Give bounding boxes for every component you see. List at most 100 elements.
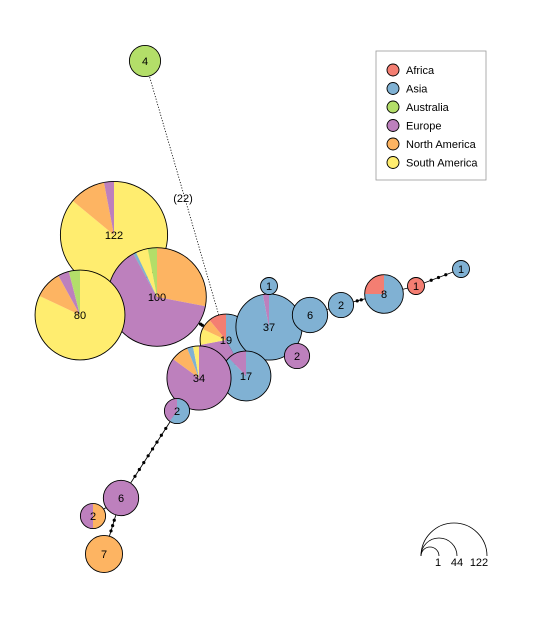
edge-steps-label: (22) [173,193,193,205]
legend-label: North America [406,139,477,151]
legend: Africa Asia Australia Europe North America So… [375,50,487,181]
node-slice [221,351,271,401]
legend-swatch [386,63,400,77]
node-slice [136,248,157,297]
node-label: 122 [105,230,123,242]
node-label: 2 [90,511,96,523]
haplotype-node: 4 [128,44,162,78]
node-label: 2 [294,351,300,363]
haplotype-node: 8 [364,274,404,314]
mutation-step-dot [112,518,116,522]
node-slice [107,253,206,347]
node-label: 8 [381,289,387,301]
size-scale: 1 44 122 [420,522,488,569]
node-label: 6 [307,310,313,322]
mutation-step-dot [142,461,146,465]
node-slice [39,275,80,315]
node-outline [407,277,425,295]
node-slice [202,320,226,340]
node-slice [129,45,161,77]
node-label: 34 [193,373,205,385]
mutation-step-dot [137,467,141,472]
legend-items: Africa Asia Australia Europe North America So… [386,63,478,170]
node-label: 7 [101,549,107,561]
legend-label: Europe [406,121,441,133]
mutation-step-dot [359,298,363,302]
mutation-step-dot [111,523,115,528]
node-slice [103,480,139,516]
node-slice [187,346,199,378]
node-slice [292,297,328,333]
node-slice [93,503,106,529]
node-slice [68,270,80,315]
mutation-step-dot [429,278,433,282]
node-slice [452,260,470,278]
legend-swatch [386,137,400,151]
scale-label-medium: 44 [451,557,463,569]
mutation-step-dot [159,433,163,437]
haplotype-node: 80 [34,269,126,361]
haplotype-node: 2 [163,397,191,425]
node-outline [364,274,404,314]
node-label: 80 [74,310,86,322]
mutation-step-dot [146,454,150,458]
node-label: 2 [338,300,344,312]
haplotype-node: 1 [407,277,425,295]
node-slice [58,271,80,315]
node-outline [34,269,126,361]
scale-label-large: 122 [470,557,488,569]
node-slice [328,292,354,318]
node-slice [364,274,384,294]
legend-swatch [386,82,400,95]
legend-label: Africa [406,65,435,77]
node-outline [163,397,191,425]
edge-dotted [144,60,227,341]
node-slice [166,345,232,411]
node-outline [85,535,123,573]
legend-swatch [386,119,400,132]
nodes-layer: 122 100 80 4 19 37 1 2 6 2 8 1 1 17 34 2 6 2 7 [34,44,470,573]
haplotype-node: 34 [166,345,232,411]
node-slice [103,181,114,235]
node-outline [79,502,107,530]
haplotype-node: 1 [260,277,278,295]
legend-swatch [386,100,400,114]
node-slice [209,314,226,340]
node-outline [283,342,311,370]
mutation-step-dot [133,474,137,478]
node-slice [262,293,269,327]
node-outline [102,479,140,517]
node-label: 37 [263,322,275,334]
node-outline [260,277,278,295]
mutation-step-dot [444,273,448,277]
legend-swatch [386,156,400,169]
node-slice [80,503,93,529]
haplotype-node: 6 [102,479,140,517]
node-slice [72,182,114,235]
haplotype-node: 1 [452,260,470,278]
node-outline [128,44,162,78]
haplotype-node: 7 [85,535,123,573]
node-outline [291,296,329,334]
node-outline [166,345,232,411]
node-slice [200,328,226,345]
scale-label-small: 1 [435,557,441,569]
node-slice [157,247,207,307]
mutation-step-dot [200,323,204,327]
node-label: 19 [220,335,232,347]
mutation-step-dot [436,275,441,280]
node-slice [85,535,123,573]
node-slice [192,345,199,378]
node-slice [228,351,246,376]
haplotype-node: 2 [283,342,311,370]
mutation-step-dot [109,529,113,533]
node-slice [147,247,157,297]
node-slice [173,348,199,378]
node-slice [407,277,425,295]
haplotype-node: 6 [291,296,329,334]
haplotype-node: 100 [107,247,207,347]
node-label: 4 [142,56,148,68]
node-label: 2 [174,406,180,418]
node-label: 1 [266,281,272,293]
